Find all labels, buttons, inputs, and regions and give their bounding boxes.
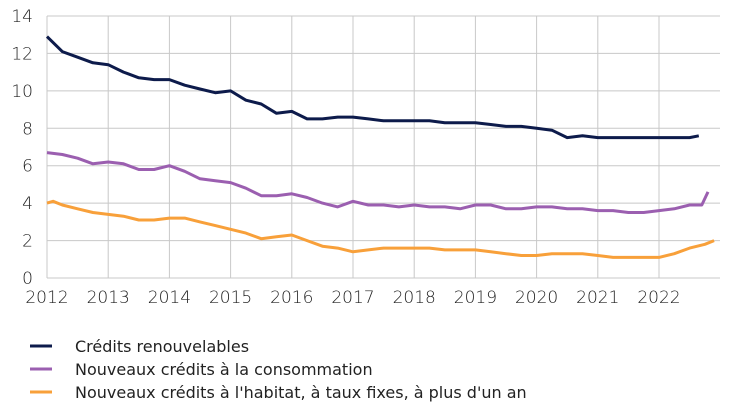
legend-item: Crédits renouvelables [30,337,249,356]
series-line-3 [46,199,715,259]
y-tick-label: 6 [22,157,33,177]
x-axis-ticks: 2012 2013 2014 2015 2016 2017 2018 2019 … [25,288,680,308]
x-tick-label: 2013 [87,288,130,308]
y-axis-ticks: 0 2 4 6 8 10 12 14 [11,7,33,289]
x-tick-label: 2012 [25,288,68,308]
legend-item: Nouveaux crédits à la consommation [30,360,373,379]
series-lines [45,35,715,259]
series-line-1 [45,35,700,140]
grid [46,15,720,279]
x-tick-label: 2017 [331,288,374,308]
legend: Crédits renouvelables Nouveaux crédits à… [30,337,527,402]
x-tick-label: 2019 [454,288,497,308]
y-tick-label: 0 [22,269,33,289]
legend-label: Crédits renouvelables [75,337,249,356]
series-line-2 [46,151,710,214]
x-tick-label: 2021 [576,288,619,308]
legend-item: Nouveaux crédits à l'habitat, à taux fix… [30,383,527,402]
legend-label: Nouveaux crédits à l'habitat, à taux fix… [75,383,527,402]
y-tick-label: 14 [11,7,33,27]
y-tick-label: 2 [22,232,33,252]
x-tick-label: 2014 [148,288,191,308]
x-tick-label: 2022 [637,288,680,308]
y-tick-label: 4 [22,194,33,214]
y-tick-label: 8 [22,119,33,139]
x-tick-label: 2020 [515,288,558,308]
y-tick-label: 12 [11,44,33,64]
y-tick-label: 10 [11,82,33,102]
x-tick-label: 2015 [209,288,252,308]
legend-label: Nouveaux crédits à la consommation [75,360,373,379]
x-tick-label: 2016 [270,288,313,308]
x-tick-label: 2018 [393,288,436,308]
